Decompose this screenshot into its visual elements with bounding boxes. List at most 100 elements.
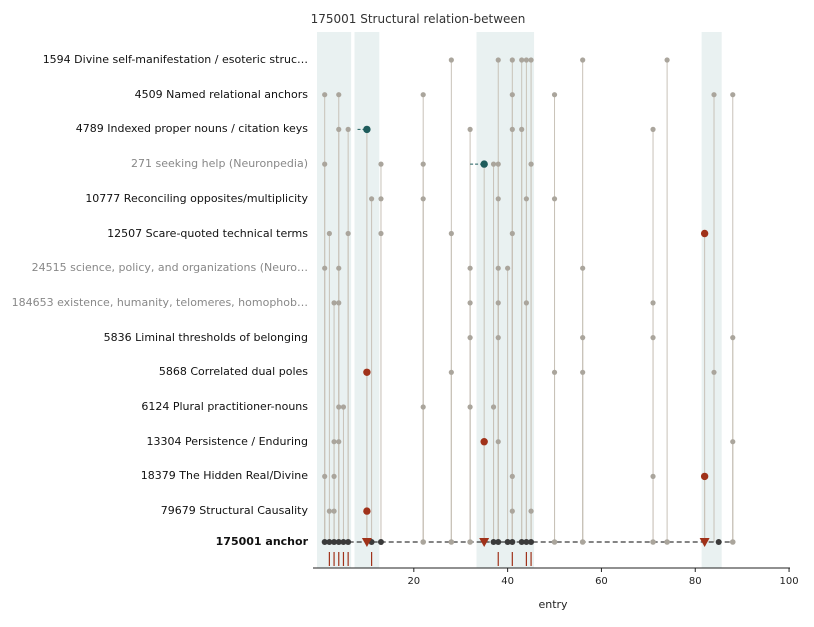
anchor-point [523, 539, 530, 545]
x-tick-label: 20 [407, 576, 420, 587]
data-point [467, 404, 473, 410]
data-point [322, 473, 328, 479]
data-point [495, 335, 501, 341]
data-point [336, 265, 342, 271]
data-point [490, 404, 497, 410]
chart-title: 175001 Structural relation-between [310, 12, 526, 26]
data-point [331, 508, 337, 514]
anchor-point [377, 539, 384, 545]
anchor-point-light [420, 539, 426, 545]
data-point [711, 369, 717, 375]
row-label: 4789 Indexed proper nouns / citation key… [75, 122, 308, 136]
data-point [519, 126, 525, 132]
data-point [490, 161, 497, 167]
data-point [730, 335, 736, 341]
data-point [336, 92, 342, 98]
data-point [420, 404, 426, 410]
highlight-point [700, 472, 709, 481]
data-point [495, 161, 501, 167]
highlight-point [700, 229, 709, 238]
data-point [650, 300, 656, 306]
data-point [505, 265, 511, 271]
data-point [664, 57, 670, 63]
data-point [650, 126, 656, 132]
data-point [509, 92, 515, 98]
anchor-point-light [729, 539, 736, 545]
data-point [331, 439, 337, 445]
data-point [378, 196, 384, 202]
anchor-point [345, 539, 352, 545]
data-point [336, 439, 342, 445]
data-point [528, 508, 534, 514]
data-point [340, 404, 347, 410]
anchor-point [335, 539, 342, 545]
data-point [368, 196, 375, 202]
data-point [528, 57, 534, 63]
data-point [448, 369, 454, 375]
anchor-point-light [551, 539, 558, 545]
data-point [420, 196, 426, 202]
anchor-triangle-marker [361, 538, 372, 547]
anchor-triangle-marker [479, 538, 490, 547]
data-point [322, 161, 328, 167]
data-point [467, 300, 473, 306]
anchor-point [340, 539, 347, 545]
shaded-band [476, 32, 535, 568]
data-point [331, 300, 337, 306]
row-label: 79679 Structural Causality [160, 504, 308, 518]
data-point [336, 404, 342, 410]
x-tick-label: 100 [780, 576, 799, 587]
data-point [523, 57, 529, 63]
anchor-point-light [650, 539, 656, 545]
anchor-point [495, 539, 502, 545]
data-point [467, 265, 473, 271]
anchor-triangle-marker [699, 538, 710, 547]
anchor-point [331, 539, 338, 545]
data-point [509, 508, 515, 514]
data-point [509, 126, 515, 132]
row-label: 6124 Plural practitioner-nouns [141, 400, 308, 413]
data-point [495, 196, 501, 202]
row-label: 13304 Persistence / Enduring [146, 434, 308, 448]
anchor-point [326, 539, 333, 545]
data-point [551, 196, 558, 202]
data-point [509, 57, 515, 63]
anchor-point-light [664, 539, 670, 545]
anchor-point [518, 539, 525, 545]
shaded-band [701, 32, 722, 568]
data-point [467, 335, 473, 341]
data-point [551, 92, 558, 98]
anchor-point [715, 539, 722, 545]
data-point [509, 230, 515, 237]
data-point [519, 57, 525, 63]
x-tick-label: 40 [501, 576, 514, 587]
row-label: 24515 science, policy, and organizations… [31, 261, 308, 275]
data-point [420, 92, 426, 98]
highlight-point [480, 160, 488, 168]
data-point [650, 335, 656, 341]
data-point [551, 369, 558, 375]
data-point [650, 473, 656, 479]
row-label: 184653 existence, humanity, telomeres, h… [11, 295, 308, 309]
anchor-point-light [579, 539, 586, 545]
data-point [467, 126, 473, 132]
highlight-point [363, 507, 371, 515]
data-point [523, 196, 529, 202]
highlight-point [480, 438, 488, 446]
data-point [580, 369, 586, 375]
x-tick-label: 60 [595, 576, 608, 587]
data-point [345, 126, 351, 132]
data-point [378, 161, 384, 167]
anchor-row-label: 175001 anchor [215, 535, 308, 548]
row-label: 12507 Scare-quoted technical terms [107, 226, 308, 240]
data-point [509, 473, 515, 479]
row-label: 271 seeking help (Neuronpedia) [131, 157, 308, 171]
data-point [322, 265, 328, 271]
data-point [336, 300, 342, 306]
data-point [580, 265, 586, 271]
data-point [730, 92, 736, 98]
data-point [495, 57, 501, 63]
anchor-point [504, 539, 511, 545]
row-label: 4509 Named relational anchors [134, 87, 308, 101]
